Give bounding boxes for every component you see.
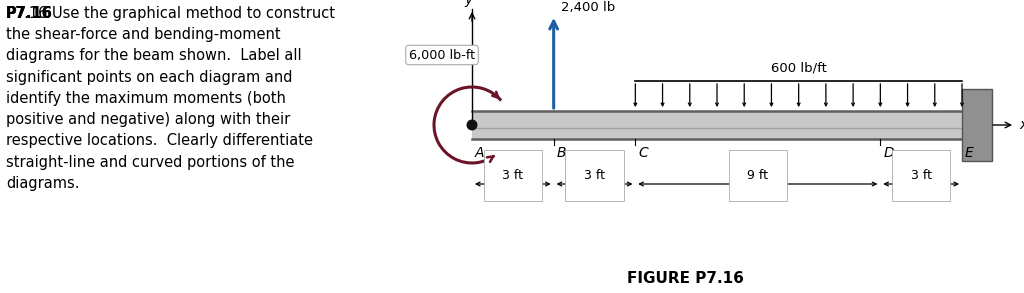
Text: P7.16: P7.16 <box>6 6 53 21</box>
Text: 6,000 lb-ft: 6,000 lb-ft <box>409 49 475 62</box>
Text: P7.16 Use the graphical method to construct
the shear-force and bending-moment
d: P7.16 Use the graphical method to constr… <box>6 6 335 191</box>
Circle shape <box>467 120 477 130</box>
Bar <box>962 89 992 161</box>
Text: D: D <box>884 146 894 160</box>
Bar <box>472 111 962 139</box>
Text: 9 ft: 9 ft <box>748 169 768 182</box>
Text: 3 ft: 3 ft <box>503 169 523 182</box>
Text: 600 lb/ft: 600 lb/ft <box>771 61 826 74</box>
Text: 3 ft: 3 ft <box>910 169 932 182</box>
Text: P7.16: P7.16 <box>6 6 53 21</box>
Text: 2,400 lb: 2,400 lb <box>561 1 615 14</box>
Text: FIGURE P7.16: FIGURE P7.16 <box>627 271 743 286</box>
Text: 3 ft: 3 ft <box>584 169 605 182</box>
Text: x: x <box>1019 118 1024 132</box>
Text: y: y <box>464 0 472 7</box>
Text: A: A <box>475 146 484 160</box>
Text: E: E <box>965 146 974 160</box>
Text: B: B <box>557 146 566 160</box>
Text: C: C <box>638 146 648 160</box>
